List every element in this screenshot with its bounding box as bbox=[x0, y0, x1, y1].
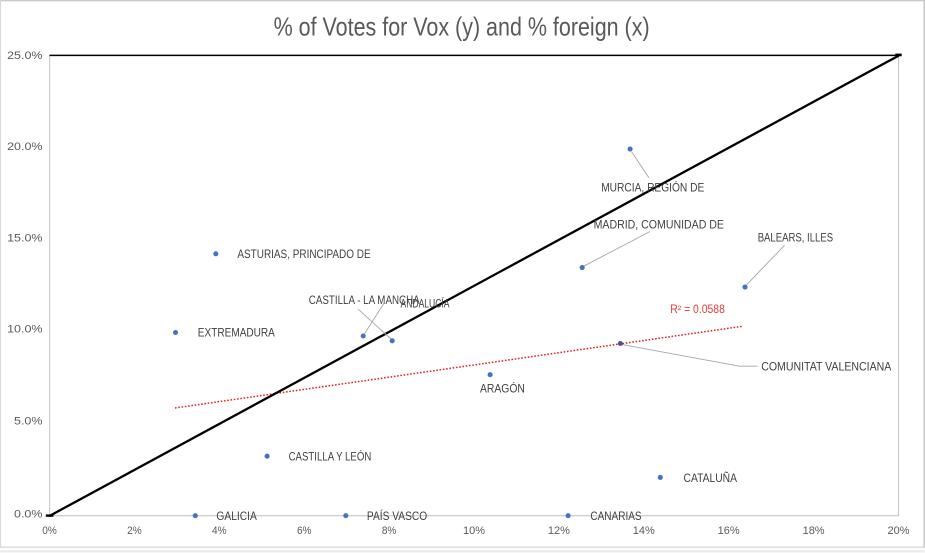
svg-text:CASTILLA - LA MANCHA: CASTILLA - LA MANCHA bbox=[309, 295, 420, 307]
svg-text:R² = 0.0588: R² = 0.0588 bbox=[670, 304, 725, 316]
svg-text:5.0%: 5.0% bbox=[14, 416, 43, 428]
svg-text:MURCIA, REGIÓN DE: MURCIA, REGIÓN DE bbox=[601, 182, 704, 195]
svg-text:EXTREMADURA: EXTREMADURA bbox=[198, 328, 275, 340]
svg-text:18%: 18% bbox=[803, 525, 825, 537]
svg-text:4%: 4% bbox=[212, 525, 227, 537]
svg-text:PAÍS VASCO: PAÍS VASCO bbox=[367, 510, 427, 523]
svg-text:% of Votes for Vox (y) and % f: % of Votes for Vox (y) and % foreign (x) bbox=[274, 11, 650, 41]
svg-text:12%: 12% bbox=[548, 525, 570, 537]
svg-text:ARAGÓN: ARAGÓN bbox=[480, 383, 525, 396]
svg-text:CASTILLA Y LEÓN: CASTILLA Y LEÓN bbox=[289, 450, 372, 463]
svg-text:CANARIAS: CANARIAS bbox=[590, 511, 641, 523]
svg-text:8%: 8% bbox=[382, 525, 397, 537]
svg-text:15.0%: 15.0% bbox=[7, 232, 43, 244]
svg-text:0%: 0% bbox=[42, 525, 57, 537]
svg-text:16%: 16% bbox=[718, 525, 740, 537]
svg-text:MADRID, COMUNIDAD DE: MADRID, COMUNIDAD DE bbox=[594, 219, 725, 231]
svg-text:ASTURIAS, PRINCIPADO DE: ASTURIAS, PRINCIPADO DE bbox=[237, 249, 370, 261]
svg-text:0.0%: 0.0% bbox=[14, 508, 43, 520]
svg-text:6%: 6% bbox=[297, 525, 312, 537]
svg-text:20%: 20% bbox=[888, 525, 910, 537]
svg-text:10%: 10% bbox=[463, 525, 485, 537]
svg-text:20.0%: 20.0% bbox=[7, 141, 43, 153]
svg-text:CATALUÑA: CATALUÑA bbox=[684, 472, 738, 485]
svg-text:BALEARS, ILLES: BALEARS, ILLES bbox=[758, 233, 834, 245]
svg-text:10.0%: 10.0% bbox=[7, 323, 43, 335]
svg-text:ANDALUCÍA: ANDALUCÍA bbox=[401, 298, 450, 311]
svg-text:GALICIA: GALICIA bbox=[216, 511, 257, 523]
svg-text:14%: 14% bbox=[633, 525, 655, 537]
svg-text:2%: 2% bbox=[127, 525, 142, 537]
svg-text:COMUNITAT VALENCIANA: COMUNITAT VALENCIANA bbox=[761, 361, 891, 373]
svg-text:25.0%: 25.0% bbox=[7, 50, 43, 62]
